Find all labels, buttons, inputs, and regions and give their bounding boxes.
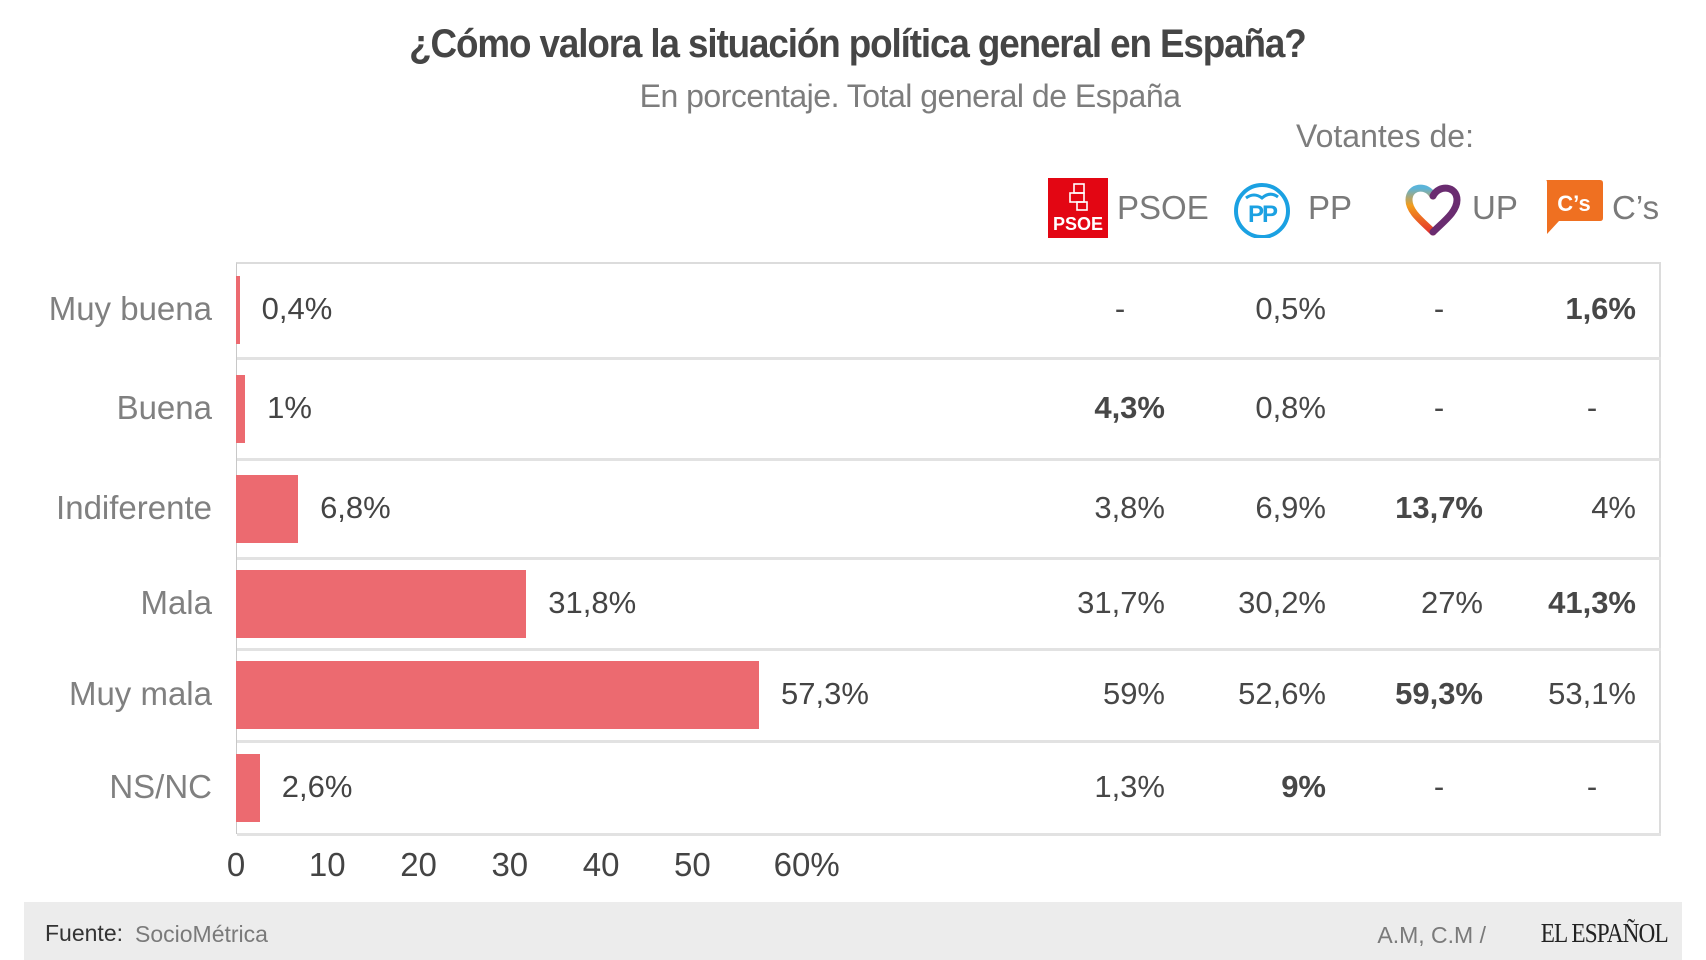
table-cell-psoe: -: [1114, 291, 1126, 326]
x-axis-tick-label: 0: [226, 846, 246, 883]
chart-title: ¿Cómo valora la situación política gener…: [409, 22, 1307, 66]
table-cell-pp: 30,2%: [1238, 584, 1326, 620]
x-axis-tick-label: 10: [308, 846, 346, 883]
table-cell-pp: 6,9%: [1255, 489, 1326, 525]
bar: [236, 374, 246, 443]
footer-bar: [24, 902, 1682, 960]
row-divider: [237, 458, 1661, 461]
table-cell-cs: 1,6%: [1565, 291, 1636, 326]
party-header-cs: C’s C’s: [1543, 177, 1659, 239]
author-credits: A.M, C.M /: [1377, 922, 1486, 948]
bar-value-label: 6,8%: [320, 489, 391, 525]
category-label: NS/NC: [109, 767, 212, 805]
table-cell-psoe: 31,7%: [1077, 584, 1165, 620]
category-label: Muy buena: [48, 290, 212, 327]
bar-value-label: 0,4%: [261, 291, 333, 326]
row-divider: [237, 740, 1661, 743]
table-cell-psoe: 4,3%: [1094, 389, 1165, 425]
source-value: SocioMétrica: [135, 921, 268, 947]
psoe-logo-icon: PSOE: [1048, 178, 1108, 238]
bar-value-label: 1%: [267, 389, 312, 425]
x-axis-tick-label: 50: [674, 846, 711, 883]
party-header-up: UP: [1403, 177, 1518, 239]
chart-frame: [236, 262, 1661, 834]
bar: [236, 474, 299, 543]
table-cell-cs: 41,3%: [1548, 584, 1636, 620]
table-cell-up: -: [1433, 389, 1445, 425]
category-label: Mala: [140, 583, 212, 621]
table-cell-up: 59,3%: [1395, 676, 1483, 711]
chart-subtitle: En porcentaje. Total general de España: [639, 78, 1181, 114]
table-cell-up: 27%: [1420, 584, 1483, 620]
bar-value-label: 2,6%: [281, 768, 353, 804]
party-header-pp: PP PP: [1232, 177, 1352, 239]
up-heart-logo-icon: [1405, 184, 1461, 236]
x-axis-tick-label: 30: [491, 846, 529, 883]
svg-text:PP: PP: [1248, 201, 1278, 228]
table-cell-up: 13,7%: [1395, 489, 1483, 525]
category-label: Buena: [116, 388, 212, 426]
svg-text:C’s: C’s: [1557, 191, 1590, 216]
row-divider: [237, 648, 1661, 651]
party-name-pp: PP: [1308, 189, 1353, 226]
table-cell-up: -: [1433, 291, 1445, 326]
category-label: Muy mala: [68, 675, 212, 712]
bar: [236, 276, 240, 344]
bar-value-label: 31,8%: [548, 584, 637, 620]
table-cell-cs: -: [1586, 768, 1598, 804]
row-divider: [237, 557, 1661, 560]
bar: [236, 661, 759, 729]
table-cell-cs: 4%: [1591, 489, 1636, 525]
bar: [236, 569, 527, 638]
table-cell-pp: 0,5%: [1255, 291, 1326, 326]
bar-value-label: 57,3%: [781, 676, 869, 711]
x-axis-tick-label: 40: [582, 846, 620, 883]
table-cell-pp: 52,6%: [1238, 676, 1326, 711]
pp-logo-icon: PP: [1234, 183, 1290, 238]
table-cell-pp: 9%: [1281, 768, 1326, 804]
table-cell-pp: 0,8%: [1255, 389, 1326, 425]
cs-logo-icon: C’s: [1546, 180, 1603, 234]
category-label: Indiferente: [56, 488, 212, 526]
row-divider: [237, 833, 1661, 836]
row-divider: [237, 357, 1661, 360]
party-name-psoe: PSOE: [1117, 189, 1209, 226]
table-cell-up: -: [1433, 768, 1445, 804]
source-label: Fuente:: [45, 920, 123, 946]
party-name-up: UP: [1472, 189, 1518, 226]
brand-logo: EL ESPAÑOL: [1540, 918, 1669, 948]
svg-text:PSOE: PSOE: [1053, 214, 1103, 234]
table-cell-psoe: 59%: [1102, 676, 1165, 711]
x-axis-tick-label: 60%: [773, 846, 840, 883]
party-name-cs: C’s: [1612, 189, 1660, 226]
voters-heading: Votantes de:: [1296, 118, 1474, 154]
table-cell-cs: -: [1586, 389, 1598, 425]
table-cell-psoe: 3,8%: [1094, 489, 1165, 525]
x-axis-tick-label: 20: [400, 846, 437, 883]
bar: [236, 753, 260, 822]
table-cell-psoe: 1,3%: [1094, 768, 1165, 804]
party-header-psoe: PSOE PSOE: [1048, 177, 1209, 239]
table-cell-cs: 53,1%: [1548, 676, 1636, 711]
